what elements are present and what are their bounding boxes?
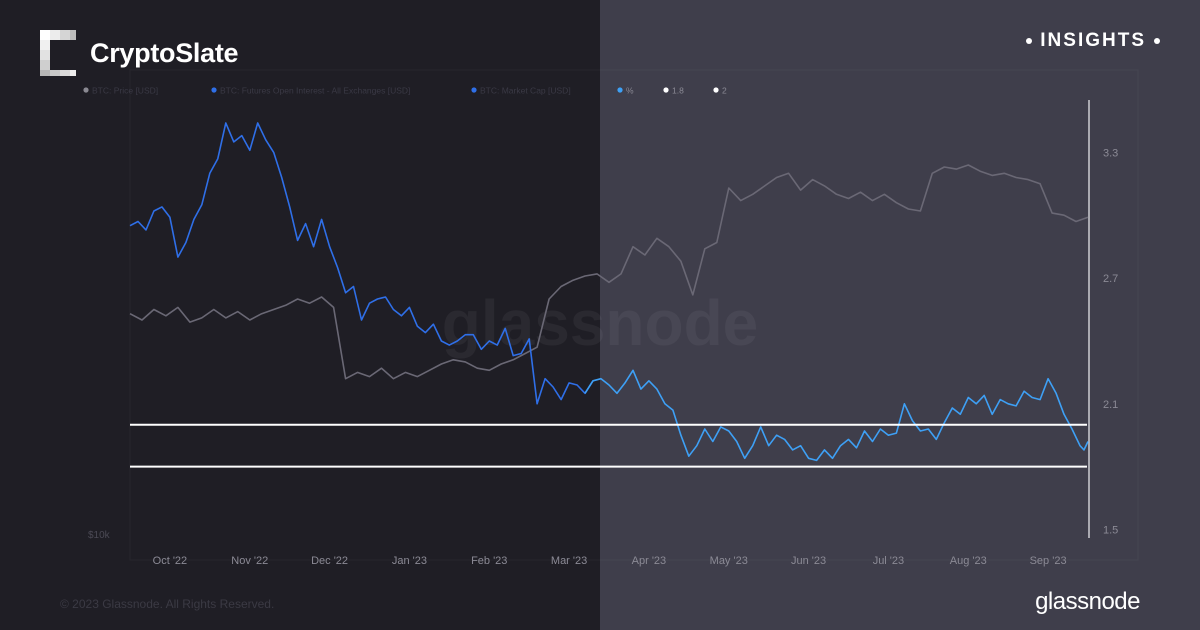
legend-dot [83, 87, 89, 93]
x-tick-label: Feb '23 [471, 555, 507, 567]
legend-dot [617, 87, 623, 93]
legend-dot [663, 87, 669, 93]
bullet-icon [1154, 38, 1160, 44]
x-tick-label: Mar '23 [551, 555, 587, 567]
legend-label: BTC: Futures Open Interest - All Exchang… [220, 86, 410, 96]
x-tick-label: Oct '22 [153, 555, 188, 567]
copyright-text: © 2023 Glassnode. All Rights Reserved. [60, 597, 275, 611]
legend-label: 1.8 [672, 86, 684, 96]
x-tick-label: Dec '22 [311, 555, 348, 567]
legend-dot [713, 87, 719, 93]
y-tick-label: 2.7 [1103, 273, 1118, 285]
x-tick-label: Jun '23 [791, 555, 826, 567]
price-series-line [129, 164, 1089, 380]
x-tick-label: Jan '23 [392, 555, 427, 567]
bullet-icon [1026, 38, 1033, 44]
light-panel [600, 0, 1200, 630]
brand-name: CryptoSlate [90, 37, 239, 68]
ratio-series-line-dark [129, 122, 594, 405]
y-tick-label: 2.1 [1103, 399, 1118, 411]
y-tick-label: 1.5 [1103, 525, 1118, 537]
brand-header: CryptoSlate [40, 30, 239, 76]
plot-frame [129, 69, 1139, 561]
x-tick-label: Nov '22 [231, 555, 268, 567]
legend-dot [211, 87, 217, 93]
dark-panel [0, 0, 600, 630]
y-left-label: $10k [88, 530, 111, 541]
x-tick-label: Aug '23 [950, 555, 987, 567]
watermark-text: glassnode [442, 287, 759, 359]
x-tick-label: Apr '23 [632, 555, 667, 567]
glassnode-logo: glassnode [1035, 588, 1140, 615]
legend-label: 2 [722, 86, 727, 96]
insights-badge: INSIGHTS [1018, 30, 1168, 52]
insights-label: INSIGHTS [1040, 30, 1146, 51]
legend-dot [471, 87, 477, 93]
x-tick-label: Jul '23 [873, 555, 904, 567]
y-tick-label: 3.3 [1103, 147, 1118, 159]
ratio-series-line-light [584, 369, 1089, 462]
x-tick-label: Sep '23 [1030, 555, 1067, 567]
legend-label: % [626, 86, 634, 96]
x-tick-label: May '23 [710, 555, 748, 567]
legend-label: BTC: Market Cap [USD] [480, 86, 571, 96]
legend-label: BTC: Price [USD] [92, 86, 158, 96]
cryptoslate-logo-icon [40, 30, 76, 76]
